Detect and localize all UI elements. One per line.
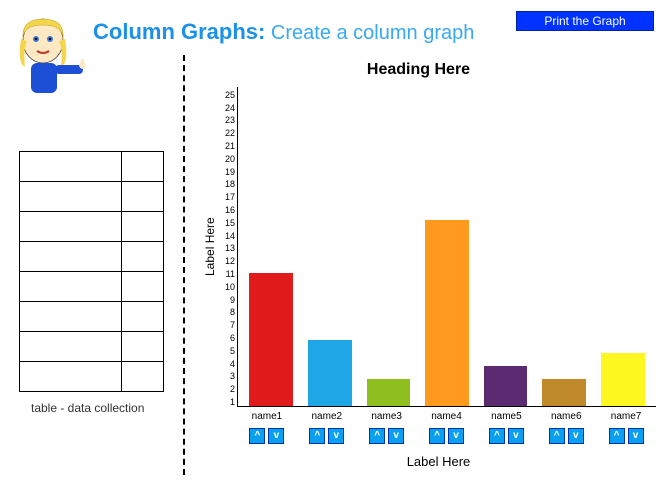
table-cell[interactable] [122, 272, 164, 302]
decrease-button[interactable]: v [568, 428, 584, 444]
table-cell[interactable] [20, 362, 122, 392]
vertical-divider [183, 55, 185, 475]
category-label[interactable]: name7 [596, 411, 656, 422]
bar [601, 353, 645, 406]
table-cell[interactable] [122, 242, 164, 272]
category-label[interactable]: name5 [476, 411, 536, 422]
decrease-button[interactable]: v [448, 428, 464, 444]
increase-button[interactable]: ^ [549, 428, 565, 444]
increase-button[interactable]: ^ [609, 428, 625, 444]
category-label[interactable]: name6 [536, 411, 596, 422]
decrease-button[interactable]: v [508, 428, 524, 444]
page-title: Column Graphs: Create a column graph [93, 19, 474, 45]
table-cell[interactable] [122, 152, 164, 182]
column-chart: Heading Here Label Here 1234567891011121… [201, 61, 656, 491]
bar [308, 340, 352, 406]
decrease-button[interactable]: v [328, 428, 344, 444]
bar [542, 379, 586, 406]
table-cell[interactable] [20, 302, 122, 332]
category-label[interactable]: name4 [417, 411, 477, 422]
title-sub: Create a column graph [271, 22, 474, 44]
table-caption: table - data collection [31, 401, 144, 415]
decrease-button[interactable]: v [388, 428, 404, 444]
increase-button[interactable]: ^ [249, 428, 265, 444]
category-label[interactable]: name2 [297, 411, 357, 422]
increase-button[interactable]: ^ [309, 428, 325, 444]
increase-button[interactable]: ^ [369, 428, 385, 444]
chart-title[interactable]: Heading Here [201, 61, 656, 79]
decrease-button[interactable]: v [268, 428, 284, 444]
table-cell[interactable] [20, 272, 122, 302]
bar [249, 273, 293, 406]
data-collection-table[interactable] [19, 151, 164, 392]
category-label[interactable]: name1 [237, 411, 297, 422]
plot-area [237, 87, 656, 407]
table-cell[interactable] [122, 212, 164, 242]
x-axis-label[interactable]: Label Here [201, 454, 656, 469]
table-cell[interactable] [122, 182, 164, 212]
table-cell[interactable] [20, 332, 122, 362]
decrease-button[interactable]: v [628, 428, 644, 444]
table-cell[interactable] [122, 302, 164, 332]
bar-value-controls: ^v^v^v^v^v^v^v [201, 428, 656, 444]
increase-button[interactable]: ^ [429, 428, 445, 444]
increase-button[interactable]: ^ [489, 428, 505, 444]
table-cell[interactable] [20, 212, 122, 242]
y-axis-label[interactable]: Label Here [201, 87, 219, 407]
avatar-illustration [13, 15, 85, 105]
table-cell[interactable] [20, 152, 122, 182]
bar [484, 366, 528, 406]
table-cell[interactable] [122, 332, 164, 362]
table-cell[interactable] [122, 362, 164, 392]
table-cell[interactable] [20, 182, 122, 212]
print-button-label: Print the Graph [544, 14, 625, 28]
bar [425, 220, 469, 406]
table-cell[interactable] [20, 242, 122, 272]
title-strong: Column Graphs: [93, 19, 265, 44]
category-label[interactable]: name3 [357, 411, 417, 422]
y-axis-ticks: 1234567891011121314151617181920212223242… [219, 87, 237, 407]
bar [367, 379, 411, 406]
x-axis-category-labels: name1name2name3name4name5name6name7 [201, 411, 656, 422]
print-button[interactable]: Print the Graph [516, 11, 654, 31]
